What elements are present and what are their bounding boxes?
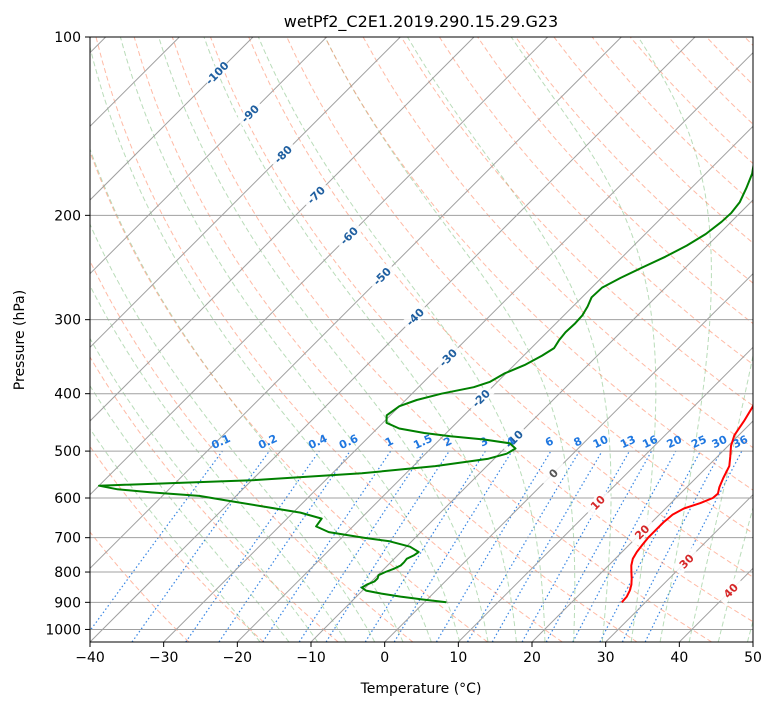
y-tick-label: 500: [54, 444, 81, 460]
x-tick-label: 10: [449, 650, 467, 666]
y-tick-label: 1000: [45, 622, 81, 638]
y-tick-label: 800: [54, 565, 81, 581]
y-tick-label: 300: [54, 313, 81, 329]
x-tick-label: −10: [296, 650, 326, 666]
y-tick-label: 200: [54, 208, 81, 224]
y-tick-label: 700: [54, 531, 81, 547]
y-axis-label: Pressure (hPa): [12, 290, 28, 390]
y-tick-label: 400: [54, 387, 81, 403]
x-tick-label: 50: [744, 650, 762, 666]
y-tick-label: 600: [54, 491, 81, 507]
x-tick-label: 0: [380, 650, 389, 666]
y-tick-label: 100: [54, 30, 81, 46]
y-tick-label: 900: [54, 595, 81, 611]
x-tick-label: −20: [223, 650, 253, 666]
chart-title: wetPf2_C2E1.2019.290.15.29.G23: [284, 12, 558, 32]
x-axis-label: Temperature (°C): [360, 681, 482, 697]
x-tick-label: −40: [75, 650, 105, 666]
x-tick-label: 30: [597, 650, 615, 666]
x-tick-label: 20: [523, 650, 541, 666]
x-tick-label: −30: [149, 650, 179, 666]
x-tick-label: 40: [670, 650, 688, 666]
